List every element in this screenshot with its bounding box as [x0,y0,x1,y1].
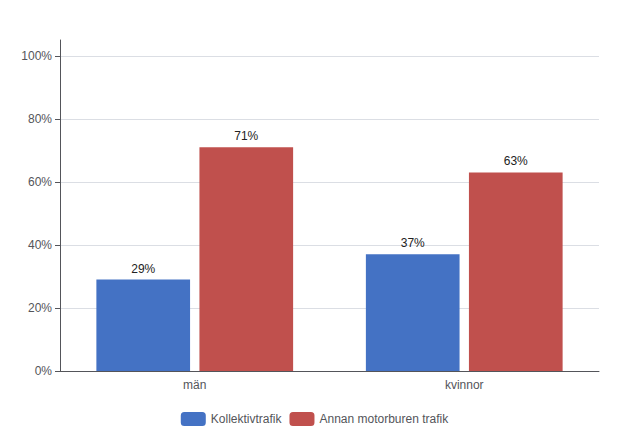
svg-text:kvinnor: kvinnor [445,378,484,392]
svg-text:71%: 71% [234,129,258,143]
svg-text:80%: 80% [28,112,52,126]
svg-text:män: män [183,378,206,392]
svg-text:Annan motorburen trafik: Annan motorburen trafik [319,412,449,426]
svg-text:63%: 63% [504,154,528,168]
svg-text:60%: 60% [28,175,52,189]
svg-text:20%: 20% [28,301,52,315]
svg-text:40%: 40% [28,238,52,252]
svg-text:29%: 29% [131,262,155,276]
svg-text:Kollektivtrafik: Kollektivtrafik [211,412,283,426]
svg-text:0%: 0% [35,364,53,378]
svg-text:100%: 100% [21,49,52,63]
svg-text:37%: 37% [401,236,425,250]
